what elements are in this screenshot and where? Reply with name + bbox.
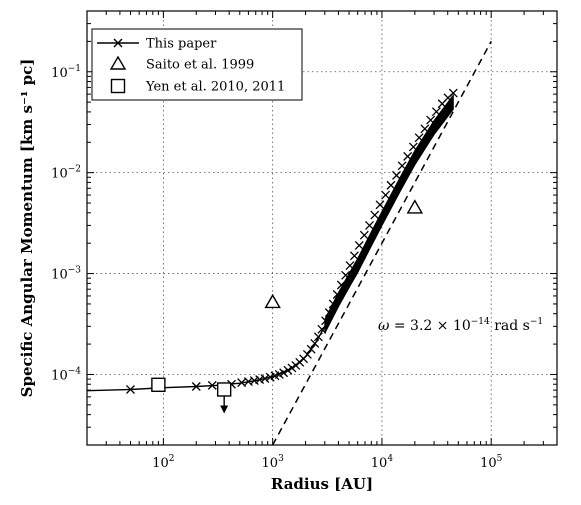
this-paper-point [126, 385, 135, 394]
this-paper-point [191, 382, 201, 391]
y-tick-label-base: 10 [51, 66, 68, 81]
saito-point [406, 199, 424, 214]
y-tick-label-exponent: −3 [68, 266, 82, 276]
x-tick-label: 103 [262, 454, 285, 471]
x-tick-label-exponent: 3 [278, 454, 284, 464]
this-paper-point [408, 142, 418, 152]
this-paper-point [414, 133, 424, 143]
this-paper-point [306, 344, 316, 354]
y-axis-title: Specific Angular Momentum [km s⁻¹ pc] [18, 59, 36, 398]
annotation-eq: = 3.2 × 10 [389, 318, 470, 334]
x-tick-label-exponent: 4 [387, 454, 393, 464]
this-paper-point [392, 170, 401, 180]
x-tick-label-base: 10 [262, 456, 279, 471]
legend: This paper Saito et al. 1999 Yen et al. 20… [91, 28, 303, 101]
annotation-exp: −14 [471, 317, 490, 327]
this-paper-point [317, 324, 327, 334]
this-paper-point [260, 374, 270, 384]
y-tick-label-exponent: −2 [68, 165, 81, 175]
annotation-lhs: ω [378, 318, 390, 334]
legend-label: Saito et al. 1999 [146, 58, 254, 73]
yen-point [151, 377, 166, 392]
this-paper-point [370, 210, 380, 220]
legend-triangle-icon [109, 55, 127, 70]
this-paper-point [381, 190, 391, 200]
legend-x-marker-icon [113, 38, 123, 48]
this-paper-point [332, 290, 342, 299]
axis-ticks [86, 10, 558, 446]
x-axis-title: Radius [AU] [271, 475, 373, 493]
this-paper-point [207, 380, 217, 390]
legend-label: This paper [146, 37, 217, 52]
this-paper-point [403, 151, 413, 161]
this-paper-point [324, 308, 334, 318]
this-paper-point [302, 349, 312, 359]
y-tick-label: 10−1 [51, 64, 81, 81]
x-tick-label: 102 [152, 454, 174, 471]
this-paper-point [321, 316, 331, 326]
yen-point [216, 382, 232, 397]
y-tick-label: 10−4 [51, 366, 81, 383]
this-paper-point [345, 261, 355, 271]
y-tick-label: 10−2 [51, 165, 81, 182]
x-tick-label-base: 10 [152, 456, 169, 471]
this-paper-point [431, 107, 441, 117]
yen-upper-limit-arrowhead [220, 405, 229, 414]
this-paper-point [375, 200, 385, 210]
this-paper-point [386, 180, 396, 190]
legend-square-icon [110, 78, 126, 94]
y-tick-label-exponent: −4 [68, 366, 82, 376]
saito-point [264, 293, 281, 309]
plot-area [87, 11, 557, 445]
this-paper-point [310, 338, 320, 348]
annotation-units-exp: −1 [530, 317, 543, 327]
reference-line [271, 41, 492, 445]
this-paper-point [313, 332, 323, 342]
this-paper-point [283, 365, 293, 375]
x-tick-label: 105 [480, 454, 503, 471]
this-paper-point [279, 368, 289, 378]
x-tick-label-base: 10 [480, 456, 497, 471]
this-paper-point [397, 161, 407, 171]
y-tick-label-base: 10 [51, 167, 68, 182]
this-paper-point [420, 124, 430, 134]
annotation-units: rad s [490, 318, 530, 334]
y-tick-label-base: 10 [51, 368, 68, 383]
this-paper-point [249, 376, 259, 386]
series-this-paper-band [324, 93, 454, 334]
this-paper-point [448, 88, 458, 98]
legend-label: Yen et al. 2010, 2011 [145, 80, 285, 95]
this-paper-point [359, 230, 369, 240]
this-paper-point [255, 375, 265, 385]
this-paper-point [354, 240, 364, 250]
this-paper-point [336, 280, 346, 290]
x-tick-label-exponent: 5 [497, 454, 503, 464]
x-tick-label-base: 10 [371, 456, 388, 471]
x-tick-label-exponent: 2 [169, 454, 175, 464]
series-this-paper-line [87, 101, 454, 392]
y-tick-label: 10−3 [51, 266, 81, 283]
this-paper-point [365, 220, 374, 230]
this-paper-point [426, 115, 436, 125]
omega-annotation: ω = 3.2 × 10−14 rad s−1 [378, 317, 543, 334]
plot-frame [86, 10, 558, 446]
y-tick-label-exponent: −1 [68, 64, 81, 74]
this-paper-point [341, 270, 351, 280]
y-tick-label-base: 10 [51, 268, 68, 283]
this-paper-point [349, 251, 359, 261]
this-paper-point [287, 363, 297, 373]
legend-box [91, 28, 303, 101]
x-tick-label: 104 [371, 454, 394, 471]
this-paper-point [328, 299, 338, 309]
